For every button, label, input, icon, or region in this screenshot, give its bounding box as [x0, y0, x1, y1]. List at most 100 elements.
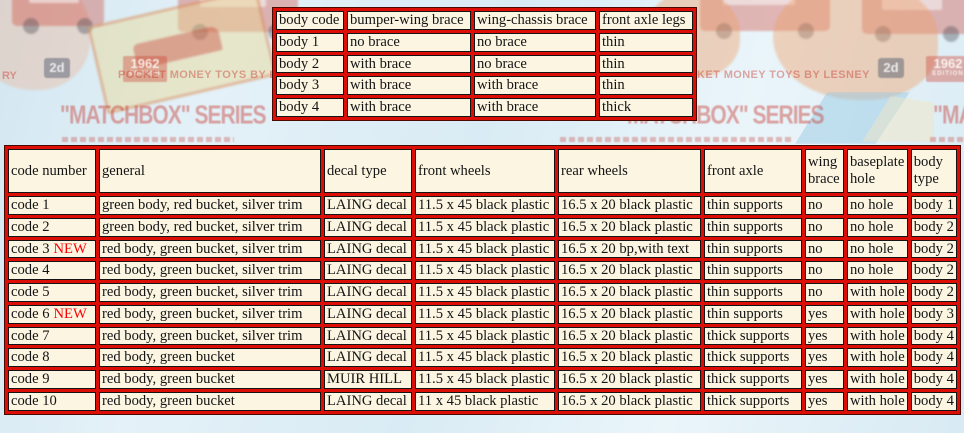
cell-wing-chassis-brace: no brace: [474, 32, 596, 52]
table-row: code 4 red body, green bucket, silver tri…: [8, 261, 957, 281]
cell-bumper-wing-brace: with brace: [347, 54, 471, 74]
new-badge: NEW: [53, 240, 87, 257]
cell-front-wheels: 11.5 x 45 black plastic: [415, 326, 555, 346]
cell-rear-wheels: 16.5 x 20 black plastic: [558, 304, 701, 324]
cell-rear-wheels: 16.5 x 20 black plastic: [558, 217, 701, 237]
cell-general: red body, green bucket, silver trim: [99, 326, 321, 346]
faded-caption-texture: [62, 137, 234, 142]
cell-front-axle: thin supports: [704, 261, 802, 281]
cell-front-axle-legs: thin: [599, 54, 693, 74]
cell-wing-chassis-brace: no brace: [474, 54, 596, 74]
cell-decal-type: LAING decal: [324, 326, 412, 346]
body-code-table: body code bumper-wing brace wing-chassis b…: [272, 7, 697, 121]
price-badge: 2d: [878, 58, 904, 78]
cell-wing-brace: no: [805, 239, 844, 259]
cell-wing-brace: no: [805, 196, 844, 215]
cell-code-number: code 10: [8, 392, 96, 411]
cell-wing-brace: yes: [805, 392, 844, 411]
table-row: code 9 red body, green bucket MUIR HILL 11.…: [8, 370, 957, 390]
cell-front-axle: thick supports: [704, 348, 802, 368]
column-header-rear-wheels: rear wheels: [558, 149, 701, 193]
matchbox-series-text: "MATCHBOX" SERIES: [60, 101, 267, 130]
column-header-code-number: code number: [8, 149, 96, 193]
table-row: body 3 with brace with brace thin: [276, 76, 693, 96]
cell-rear-wheels: 16.5 x 20 black plastic: [558, 348, 701, 368]
column-header-front-axle-legs: front axle legs: [599, 11, 693, 30]
cell-wing-brace: yes: [805, 326, 844, 346]
cell-front-axle-legs: thin: [599, 76, 693, 96]
cell-body-type: body 4: [910, 370, 957, 390]
cell-code-number: code 7: [8, 326, 96, 346]
cell-decal-type: LAING decal: [324, 304, 412, 324]
edition-label: EDITION: [129, 71, 161, 77]
cell-front-wheels: 11.5 x 45 black plastic: [415, 217, 555, 237]
table-row: body 1 no brace no brace thin: [276, 32, 693, 52]
column-header-front-axle: front axle: [704, 149, 802, 193]
cell-body-type: body 3: [910, 304, 957, 324]
cell-front-axle: thin supports: [704, 239, 802, 259]
column-header-decal-type: decal type: [324, 149, 412, 193]
cell-rear-wheels: 16.5 x 20 black plastic: [558, 326, 701, 346]
cell-baseplate-hole: with hole: [847, 348, 908, 368]
cell-body-code: body 1: [276, 32, 344, 52]
cell-baseplate-hole: no hole: [847, 261, 908, 281]
cell-baseplate-hole: with hole: [847, 392, 908, 411]
cell-code-number: code 6 NEW: [8, 304, 96, 324]
cell-decal-type: LAING decal: [324, 217, 412, 237]
column-header-baseplate-hole: baseplate hole: [847, 149, 908, 193]
table-row: code 10 red body, green bucket LAING decal…: [8, 392, 957, 411]
year-badge-number: 1962: [933, 56, 963, 71]
cell-general: red body, green bucket: [99, 370, 321, 390]
cell-decal-type: LAING decal: [324, 261, 412, 281]
column-header-body-code: body code: [276, 11, 344, 30]
price-badge: 2d: [44, 58, 70, 78]
edition-label: EDITION: [932, 71, 964, 77]
table-row: body 2 with brace no brace thin: [276, 54, 693, 74]
cell-front-wheels: 11 x 45 black plastic: [415, 392, 555, 411]
cell-rear-wheels: 16.5 x 20 bp,with text: [558, 239, 701, 259]
cell-decal-type: LAING decal: [324, 348, 412, 368]
cell-baseplate-hole: no hole: [847, 196, 908, 215]
cell-front-axle: thin supports: [704, 283, 802, 302]
cell-front-axle: thin supports: [704, 217, 802, 237]
catalog-car-art: [700, 0, 830, 39]
cell-baseplate-hole: no hole: [847, 217, 908, 237]
cell-wing-brace: no: [805, 261, 844, 281]
header-row: code number general decal type front wheels…: [8, 149, 957, 193]
cell-front-wheels: 11.5 x 45 black plastic: [415, 261, 555, 281]
cell-baseplate-hole: with hole: [847, 304, 908, 324]
cell-decal-type: MUIR HILL: [324, 370, 412, 390]
cell-baseplate-hole: no hole: [847, 239, 908, 259]
cell-general: red body, green bucket, silver trim: [99, 239, 321, 259]
cell-body-type: body 1: [910, 196, 957, 215]
cell-general: red body, green bucket: [99, 348, 321, 368]
table-row: code 1 green body, red bucket, silver tri…: [8, 196, 957, 215]
cell-rear-wheels: 16.5 x 20 black plastic: [558, 261, 701, 281]
cell-front-wheels: 11.5 x 45 black plastic: [415, 239, 555, 259]
column-header-wing-chassis-brace: wing-chassis brace: [474, 11, 596, 30]
column-header-wing-brace: wing brace: [805, 149, 844, 193]
table-row: code 3 NEW red body, green bucket, silver …: [8, 239, 957, 259]
cell-code-number: code 9: [8, 370, 96, 390]
cell-front-wheels: 11.5 x 45 black plastic: [415, 283, 555, 302]
cell-general: red body, green bucket, silver trim: [99, 304, 321, 324]
cell-body-type: body 2: [910, 239, 957, 259]
cell-general: green body, red bucket, silver trim: [99, 196, 321, 215]
cell-general: green body, red bucket, silver trim: [99, 217, 321, 237]
table-row: code 8 red body, green bucket LAING decal 1…: [8, 348, 957, 368]
cell-baseplate-hole: with hole: [847, 370, 908, 390]
cell-body-type: body 2: [910, 217, 957, 237]
cell-bumper-wing-brace: no brace: [347, 32, 471, 52]
cell-decal-type: LAING decal: [324, 196, 412, 215]
cell-rear-wheels: 16.5 x 20 black plastic: [558, 392, 701, 411]
cell-decal-type: LAING decal: [324, 392, 412, 411]
table-row: code 7 red body, green bucket, silver tri…: [8, 326, 957, 346]
cell-decal-type: LAING decal: [324, 283, 412, 302]
cell-body-type: body 4: [910, 348, 957, 368]
cell-general: red body, green bucket, silver trim: [99, 283, 321, 302]
cell-body-type: body 4: [910, 326, 957, 346]
table-row: code 5 red body, green bucket, silver tri…: [8, 283, 957, 302]
cell-wing-chassis-brace: with brace: [474, 98, 596, 117]
year-badge: 1962 EDITION: [926, 56, 964, 82]
cell-front-wheels: 11.5 x 45 black plastic: [415, 348, 555, 368]
